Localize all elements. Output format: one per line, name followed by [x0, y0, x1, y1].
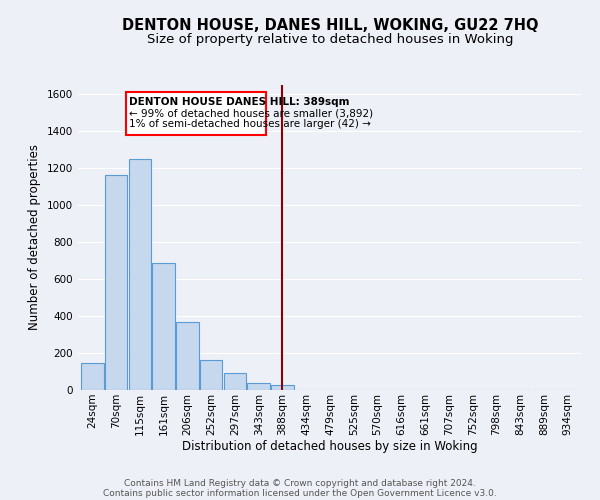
Bar — [125, 92, 266, 135]
Bar — [128, 158, 151, 390]
Text: Contains public sector information licensed under the Open Government Licence v3: Contains public sector information licen… — [103, 488, 497, 498]
Bar — [152, 263, 175, 390]
Text: DENTON HOUSE DANES HILL: 389sqm: DENTON HOUSE DANES HILL: 389sqm — [129, 97, 350, 107]
Bar — [224, 373, 246, 390]
Y-axis label: Number of detached properties: Number of detached properties — [28, 144, 41, 330]
Bar — [81, 362, 104, 390]
Bar — [200, 360, 223, 390]
Bar — [247, 384, 270, 390]
Text: Size of property relative to detached houses in Woking: Size of property relative to detached ho… — [147, 32, 513, 46]
Text: 1% of semi-detached houses are larger (42) →: 1% of semi-detached houses are larger (4… — [129, 119, 371, 129]
X-axis label: Distribution of detached houses by size in Woking: Distribution of detached houses by size … — [182, 440, 478, 454]
Bar — [176, 322, 199, 390]
Bar — [105, 174, 127, 390]
Text: Contains HM Land Registry data © Crown copyright and database right 2024.: Contains HM Land Registry data © Crown c… — [124, 478, 476, 488]
Bar — [271, 386, 294, 390]
Text: DENTON HOUSE, DANES HILL, WOKING, GU22 7HQ: DENTON HOUSE, DANES HILL, WOKING, GU22 7… — [122, 18, 538, 32]
Text: ← 99% of detached houses are smaller (3,892): ← 99% of detached houses are smaller (3,… — [129, 108, 373, 118]
